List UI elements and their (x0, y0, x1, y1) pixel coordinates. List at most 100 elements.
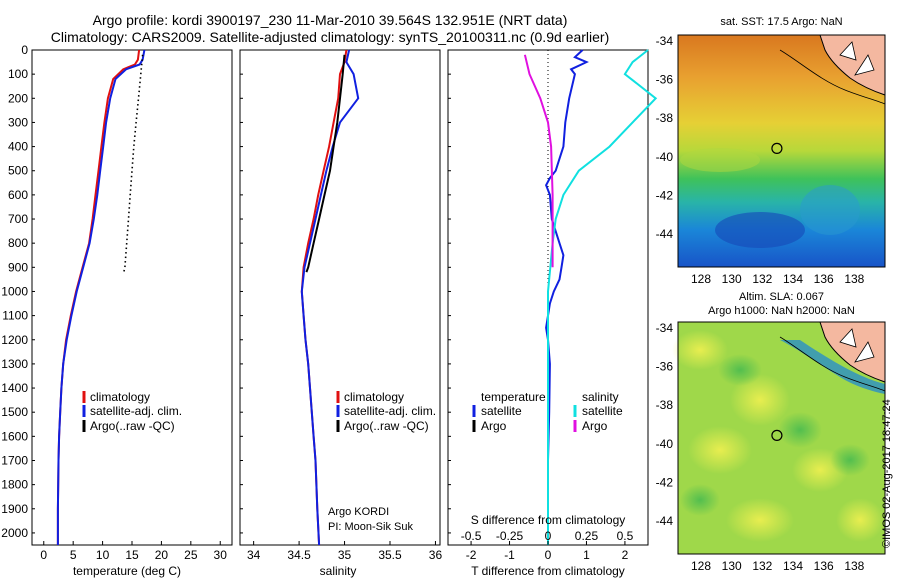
series-line-salinity-satellite (547, 49, 658, 545)
pi-annotation: PI: Moon-Sik Suk (328, 521, 413, 533)
shelf-contour (779, 49, 886, 105)
shelf-contour (779, 336, 886, 392)
map-lat-tick-label: -38 (656, 398, 674, 412)
depth-tick-label: 1600 (1, 429, 28, 443)
series-line-salinity-argo (523, 54, 554, 268)
depth-tick-label: 800 (8, 236, 28, 250)
depth-tick-label: 1300 (1, 357, 28, 371)
map-lat-tick-label: -36 (656, 359, 674, 373)
map-lon-tick-label: 130 (722, 559, 742, 573)
x-tick-label: 1 (583, 548, 590, 562)
map-lat-tick-label: -44 (656, 227, 674, 241)
map-lon-tick-label: 128 (691, 559, 711, 573)
depth-tick-label: 1400 (1, 381, 28, 395)
map-lat-tick-label: -44 (656, 514, 674, 528)
map-lat-tick-label: -36 (656, 72, 674, 86)
depth-tick-label: 1000 (1, 284, 28, 298)
x-tick-label: 0 (545, 548, 552, 562)
map-lon-tick-label: 134 (783, 272, 803, 286)
difference-series (523, 49, 658, 545)
depth-tick-label: 1700 (1, 453, 28, 467)
depth-tick-label: 500 (8, 164, 28, 178)
map-lon-tick-label: 136 (814, 559, 834, 573)
x-tick-label: 5 (70, 548, 77, 562)
x-tick-label: 15 (125, 548, 139, 562)
map-lon-tick-label: 138 (844, 559, 864, 573)
legend-salinity-title: salinity (582, 390, 619, 404)
x-tick-label: 34 (247, 548, 261, 562)
series-line-temperature-satellite (545, 49, 589, 545)
imos-credit: ©IMOS 02-Aug-2017 18:47:24 (881, 399, 893, 548)
legend-satellite-label: satellite-adj. clim. (344, 404, 436, 418)
series-line-climatology (56, 49, 141, 545)
salinity-series (300, 49, 360, 546)
depth-tick-label: 1900 (1, 502, 28, 516)
profile-location-marker (771, 429, 783, 441)
temperature-axis-label: temperature (deg C) (73, 564, 181, 578)
temperature-panel (31, 49, 233, 546)
map-lon-tick-label: 128 (691, 272, 711, 286)
header-line-2: Climatology: CARS2009. Satellite-adjuste… (50, 29, 610, 45)
depth-tick-label: 2000 (1, 526, 28, 540)
x-tick-label: 0 (40, 548, 47, 562)
map-lon-tick-label: 132 (752, 559, 772, 573)
depth-tick-label: 0 (21, 43, 28, 57)
header-line-1: Argo profile: kordi 3900197_230 11-Mar-2… (92, 12, 568, 28)
series-line-argo-raw-qc- (123, 54, 144, 273)
x2-tick-label: 0 (545, 529, 552, 543)
x-tick-label: 20 (155, 548, 169, 562)
x-tick-label: 34.5 (287, 548, 311, 562)
sla-map-title-2: Argo h1000: NaN h2000: NaN (708, 305, 855, 317)
series-line-satellite-adj-clim- (56, 49, 146, 545)
depth-tick-label: 1800 (1, 478, 28, 492)
map-lon-tick-label: 136 (814, 272, 834, 286)
map-lat-tick-label: -40 (656, 437, 674, 451)
depth-tick-label: 1200 (1, 333, 28, 347)
depth-tick-label: 1500 (1, 405, 28, 419)
depth-tick-label: 100 (8, 67, 28, 81)
x2-tick-label: 0.25 (575, 529, 599, 543)
map-tick-labels: -34 -36 -38 -40 -42 -44 128 130 132 134 136 138 -34 -… (656, 34, 865, 573)
series-line-satellite-adj-clim- (300, 49, 360, 546)
map-lon-tick-label: 138 (844, 272, 864, 286)
sla-map-title-1: Altim. SLA: 0.067 (739, 291, 824, 303)
depth-tick-label: 300 (8, 115, 28, 129)
depth-tick-label: 900 (8, 260, 28, 274)
map-lon-tick-label: 132 (752, 272, 772, 286)
legend-argo-label: Argo(..raw -QC) (344, 419, 429, 433)
legend-temperature-title: temperature (481, 390, 546, 404)
map-lon-tick-label: 134 (783, 559, 803, 573)
x-tick-label: 2 (622, 548, 629, 562)
x-tick-label: 30 (214, 548, 228, 562)
land-mass (819, 34, 886, 96)
x-tick-labels: 0 5 10 15 20 25 30 34 34.5 35 35.5 36 -2 -1 0 1 2 -0.5 -0.… (40, 529, 633, 562)
x-tick-label: 35 (338, 548, 352, 562)
legend-sal-satellite-label: satellite (582, 404, 623, 418)
series-line-argo-raw-qc- (305, 54, 346, 273)
x2-tick-label: -0.5 (461, 529, 482, 543)
x-tick-label: 10 (96, 548, 110, 562)
argo-kordi-annotation: Argo KORDI (328, 506, 389, 518)
x-tick-label: 36 (429, 548, 443, 562)
depth-tick-labels: 0 100 200 300 400 500 600 700 800 900 1000 1100 1200… (1, 43, 451, 540)
x-tick-label: 35.5 (378, 548, 402, 562)
t-difference-axis-label: T difference from climatology (471, 564, 625, 578)
salinity-axis-label: salinity (320, 564, 357, 578)
land-mass (819, 321, 886, 383)
map-lat-tick-label: -34 (656, 321, 674, 335)
temperature-legend: climatology satellite-adj. clim. Argo(..… (82, 390, 182, 433)
x2-tick-label: 0.5 (617, 529, 634, 543)
depth-tick-label: 600 (8, 188, 28, 202)
salinity-legend: climatology satellite-adj. clim. Argo(..… (328, 390, 436, 533)
map-lat-tick-label: -38 (656, 111, 674, 125)
map-lat-tick-label: -42 (656, 475, 674, 489)
map-lat-tick-label: -34 (656, 34, 674, 48)
x2-tick-label: -0.25 (496, 529, 524, 543)
temperature-series (56, 49, 146, 545)
legend-temp-argo-label: Argo (481, 419, 507, 433)
sla-map (672, 321, 886, 555)
legend-argo-label: Argo(..raw -QC) (90, 419, 175, 433)
x-tick-label: 25 (184, 548, 198, 562)
profile-location-marker (771, 142, 783, 154)
